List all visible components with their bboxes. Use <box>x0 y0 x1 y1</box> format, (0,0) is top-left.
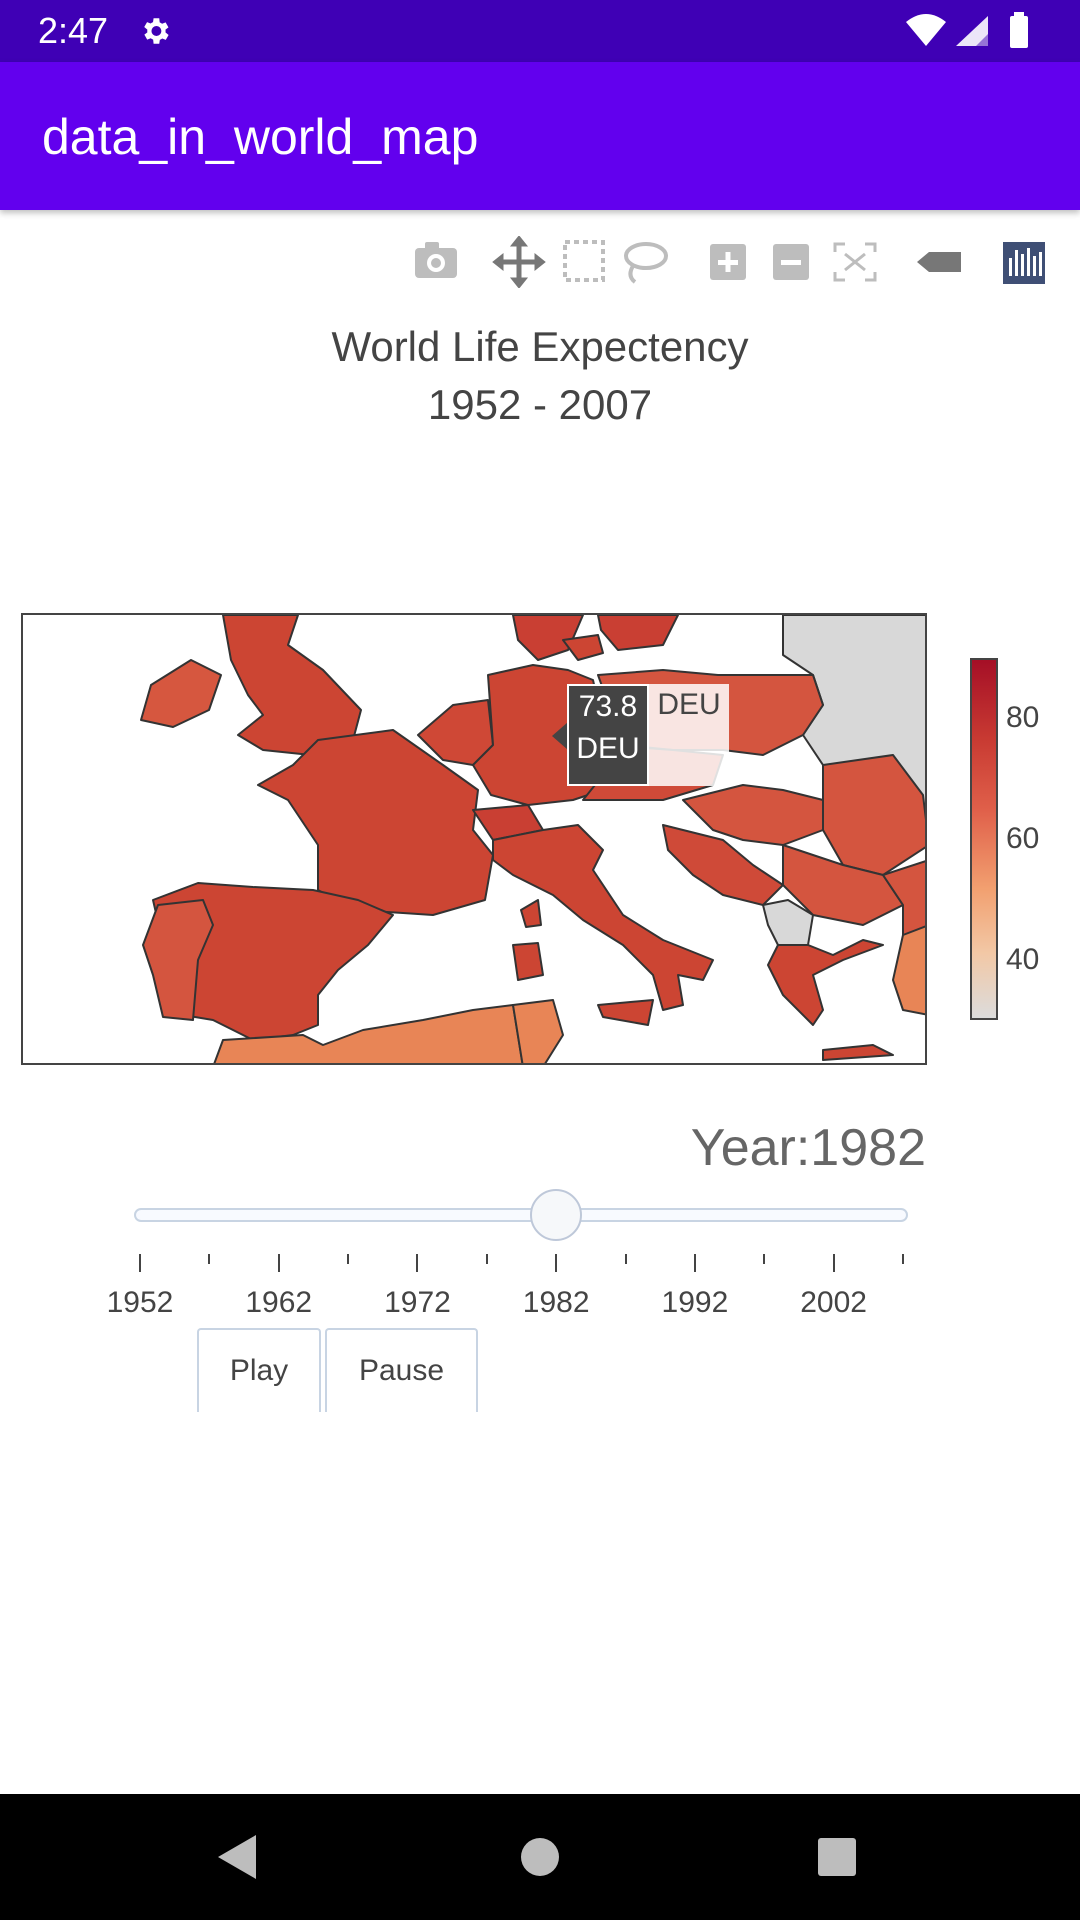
signal-icon <box>956 16 988 46</box>
slider-tick-label[interactable]: 1952 <box>106 1286 174 1319</box>
pan-icon[interactable] <box>492 236 546 288</box>
slider-tick <box>347 1254 350 1264</box>
colorbar-tick-label: 40 <box>1006 942 1040 976</box>
slider-grip[interactable] <box>530 1189 583 1241</box>
plot-title-line2: 1952 - 2007 <box>427 381 653 428</box>
tooltip-arrow <box>552 722 568 750</box>
country-shape <box>512 999 564 1063</box>
slider-rail[interactable] <box>134 1208 908 1222</box>
plotly-logo-icon[interactable] <box>1003 242 1045 284</box>
settings-gear-icon <box>144 18 169 44</box>
navigation-bar <box>0 1794 1080 1920</box>
slider-tick <box>902 1254 904 1264</box>
recents-icon[interactable] <box>818 1838 856 1876</box>
choropleth-map[interactable] <box>21 613 927 1065</box>
country-shape <box>140 659 222 728</box>
status-bar: 2:47 <box>0 0 1080 62</box>
slider-tick-label[interactable]: 1962 <box>245 1286 313 1319</box>
country-shape <box>512 942 544 981</box>
country-shape <box>512 615 584 661</box>
tooltip-value: 73.8 <box>578 690 638 723</box>
country-shape <box>520 899 542 928</box>
battery-icon <box>1010 16 1028 48</box>
app-title: data_in_world_map <box>42 109 479 165</box>
wifi-icon <box>906 14 946 46</box>
slider-tick <box>485 1254 488 1264</box>
pause-button[interactable]: Pause <box>325 1328 478 1412</box>
hover-tooltip: 73.8 DEU <box>567 684 649 786</box>
country-shape <box>492 824 714 1011</box>
home-icon[interactable] <box>521 1838 559 1876</box>
country-shape <box>222 615 362 756</box>
camera-icon[interactable] <box>415 242 457 278</box>
box-select-icon[interactable] <box>563 240 605 282</box>
slider-tick-label[interactable]: 2002 <box>800 1286 867 1319</box>
plot-modebar <box>415 236 1045 288</box>
status-icons <box>906 12 1028 48</box>
country-shape <box>257 729 494 916</box>
colorbar-tick-label: 80 <box>1006 701 1040 735</box>
slider-tick <box>139 1254 141 1272</box>
slider-tick <box>416 1254 419 1272</box>
slider-tick <box>763 1254 766 1264</box>
country-shape <box>822 1044 894 1061</box>
autoscale-icon[interactable] <box>833 242 877 282</box>
colorbar <box>970 658 998 1020</box>
slider-tick <box>693 1254 696 1272</box>
country-shape <box>767 939 884 1026</box>
tooltip-name-text: DEU <box>657 688 721 721</box>
status-time: 2:47 <box>38 10 109 51</box>
slider-tick-label[interactable]: 1982 <box>522 1286 590 1319</box>
slider-tick <box>624 1254 627 1264</box>
slider-tick <box>208 1254 211 1264</box>
hover-tag-icon[interactable] <box>917 252 961 272</box>
back-icon[interactable] <box>218 1835 256 1879</box>
slider-tick-label[interactable]: 1972 <box>384 1286 451 1319</box>
country-shape <box>562 634 604 661</box>
plot-title: World Life Expectency 1952 - 2007 <box>0 318 1080 434</box>
zoom-in-icon[interactable] <box>710 244 746 280</box>
slider-tick <box>555 1254 558 1272</box>
app-bar: data_in_world_map <box>0 62 1080 210</box>
lasso-icon[interactable] <box>624 242 668 284</box>
slider-current-value: Year:1982 <box>690 1119 926 1177</box>
country-shape <box>892 925 925 1016</box>
map-svg[interactable] <box>23 615 927 1065</box>
country-shape <box>597 999 654 1026</box>
country-shape <box>142 899 214 1021</box>
tooltip-code: DEU <box>576 732 640 765</box>
play-button[interactable]: Play <box>197 1328 321 1412</box>
country-shape <box>213 1004 524 1063</box>
country-shape <box>782 844 904 926</box>
country-shape <box>152 882 394 1041</box>
colorbar-tick-label: 60 <box>1006 822 1040 855</box>
slider-tick <box>277 1254 280 1272</box>
slider-tick-label[interactable]: 1992 <box>661 1286 729 1319</box>
hover-tooltip-name: DEU <box>649 684 729 786</box>
plot-title-line1: World Life Expectency <box>331 323 749 370</box>
slider-tick <box>832 1254 835 1272</box>
zoom-out-icon[interactable] <box>773 244 809 280</box>
country-shape <box>597 615 679 651</box>
